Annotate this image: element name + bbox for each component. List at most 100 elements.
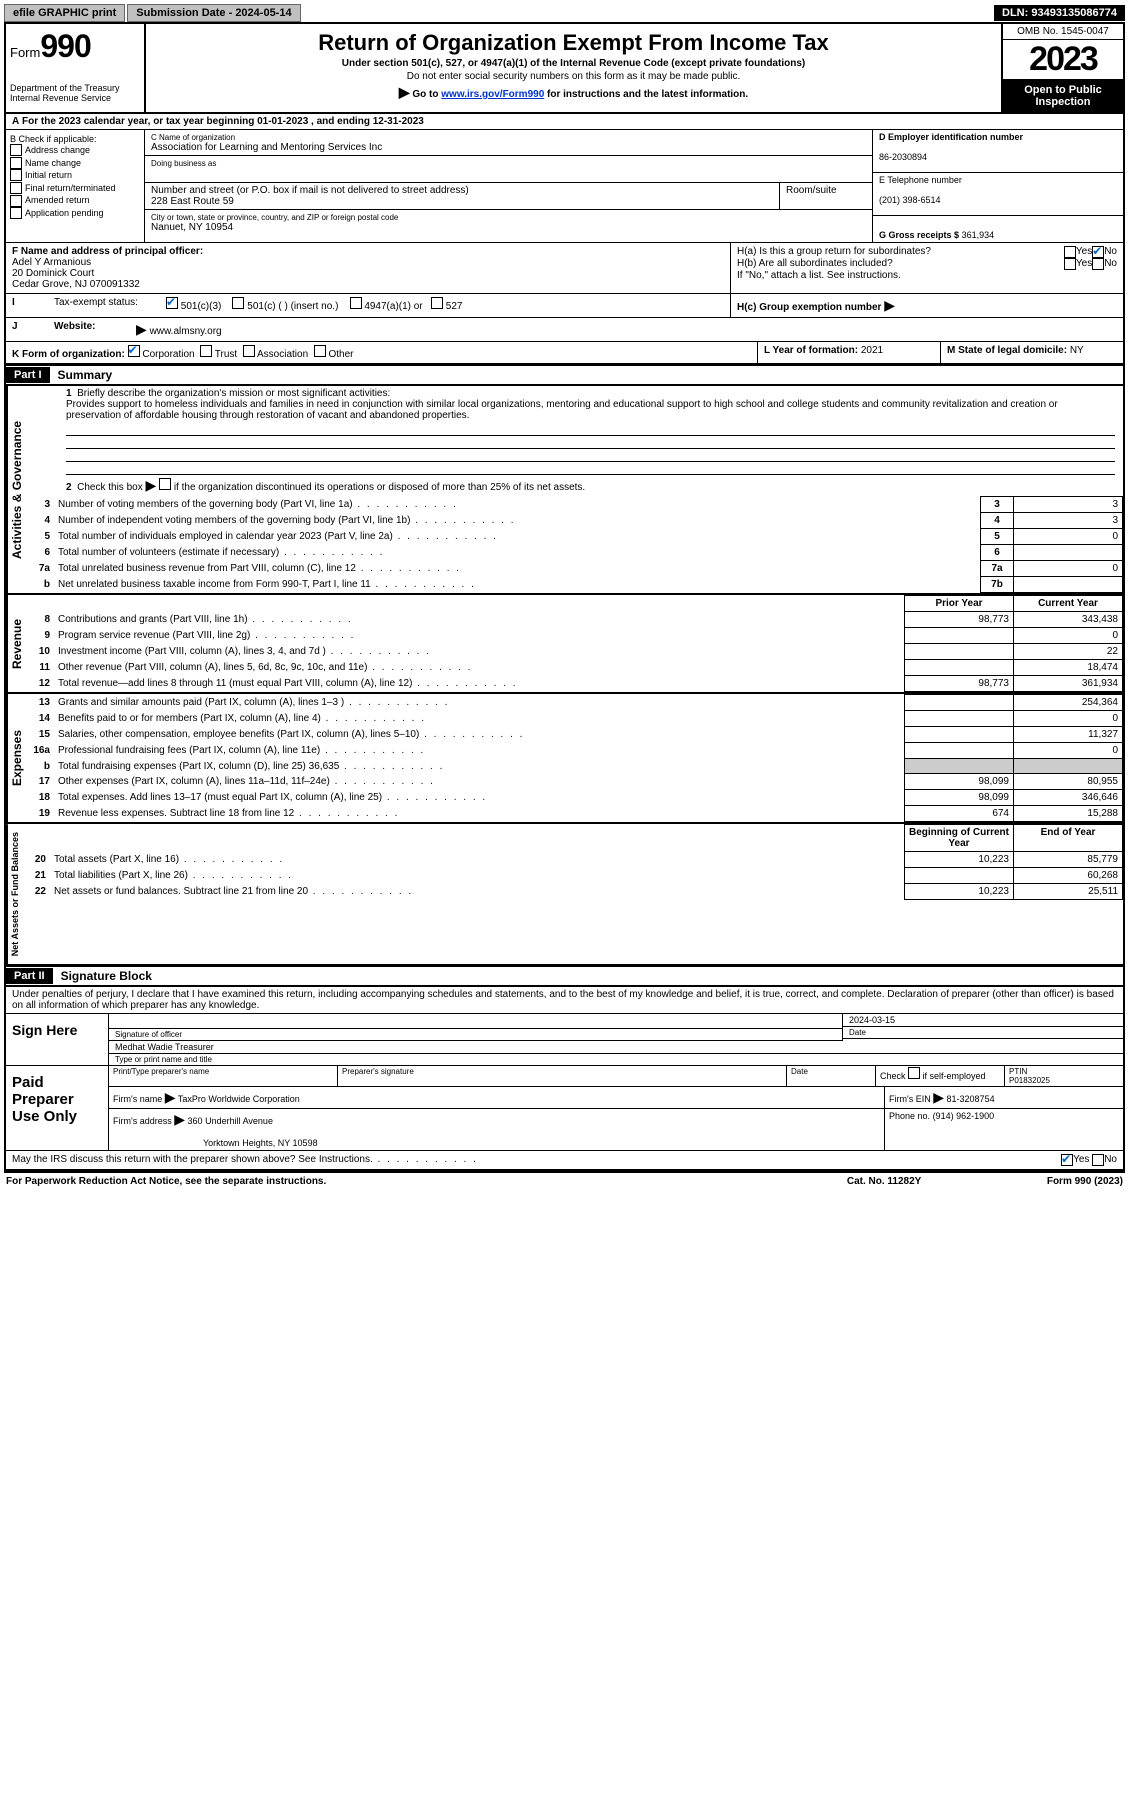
discuss-no: No: [1104, 1154, 1117, 1166]
city-label: City or town, state or province, country…: [151, 213, 398, 222]
firm-name-label: Firm's name: [113, 1094, 162, 1104]
subtitle-3: ▶ Go to www.irs.gov/Form990 for instruct…: [154, 84, 993, 101]
prep-date-label: Date: [787, 1066, 876, 1086]
part1-title: Summary: [50, 366, 121, 384]
ha-label: H(a) Is this a group return for subordin…: [737, 246, 1064, 258]
l-label: L Year of formation:: [764, 345, 858, 356]
g-label: G Gross receipts $: [879, 230, 959, 240]
phone-val: (914) 962-1900: [933, 1111, 995, 1121]
chk-address-change[interactable]: [10, 144, 22, 156]
k-label: K Form of organization:: [12, 349, 125, 360]
chk-other[interactable]: [314, 345, 326, 357]
phone-label: Phone no.: [889, 1111, 930, 1121]
addr-label: Number and street (or P.O. box if mail i…: [151, 185, 469, 196]
discuss-yes: Yes: [1073, 1154, 1089, 1166]
chk-assoc[interactable]: [243, 345, 255, 357]
website: www.almsny.org: [150, 326, 222, 337]
year-formation: 2021: [861, 345, 883, 356]
exp-vlabel: Expenses: [6, 694, 26, 822]
city-val: Nanuet, NY 10954: [151, 222, 233, 233]
officer-name-val: Medhat Wadie Treasurer: [109, 1041, 1123, 1054]
chk-discuss-no[interactable]: [1092, 1154, 1104, 1166]
ein: 86-2030894: [879, 152, 927, 162]
part1-hdr: Part I: [6, 367, 50, 383]
chk-pending[interactable]: [10, 207, 22, 219]
page-footer: For Paperwork Reduction Act Notice, see …: [4, 1173, 1125, 1190]
chk-4947[interactable]: [350, 297, 362, 309]
part2-header: Part II Signature Block: [6, 966, 1123, 987]
section-b-c-d: B Check if applicable: Address change Na…: [6, 130, 1123, 243]
chk-hb-no[interactable]: [1092, 258, 1104, 270]
m-label: M State of legal domicile:: [947, 345, 1067, 356]
firm-city: Yorktown Heights, NY 10598: [113, 1138, 318, 1148]
chk-501c[interactable]: [232, 297, 244, 309]
irs-link[interactable]: www.irs.gov/Form990: [441, 89, 544, 100]
open-public: Open to Public Inspection: [1003, 80, 1123, 112]
sign-here: Sign Here: [6, 1014, 109, 1065]
j-label: Website:: [48, 318, 130, 341]
hb-no: No: [1104, 258, 1117, 270]
chk-l2[interactable]: [159, 478, 171, 490]
chk-ha-no[interactable]: [1092, 246, 1104, 258]
chk-trust[interactable]: [200, 345, 212, 357]
hc: H(c) Group exemption number ▶: [730, 294, 1123, 317]
type-name-label: Type or print name and title: [109, 1054, 1123, 1065]
ha-no: No: [1104, 246, 1117, 258]
form-container: Form990 Department of the Treasury Inter…: [4, 22, 1125, 1173]
l1-label: Briefly describe the organization's miss…: [77, 388, 390, 399]
chk-amended[interactable]: [10, 195, 22, 207]
sig-officer-line[interactable]: [109, 1014, 842, 1029]
chk-initial[interactable]: [10, 169, 22, 181]
chk-name-change[interactable]: [10, 157, 22, 169]
dept-treasury: Department of the Treasury: [10, 83, 140, 93]
opt-527: 527: [446, 301, 463, 312]
gross-receipts: 361,934: [962, 230, 995, 240]
b-label: B Check if applicable:: [10, 134, 140, 144]
omb-number: OMB No. 1545-0047: [1003, 24, 1123, 40]
exp-section: Expenses 13Grants and similar amounts pa…: [6, 692, 1123, 822]
form-label: Form: [10, 45, 40, 60]
opt-501c: 501(c) ( ) (insert no.): [247, 301, 338, 312]
gov-vlabel: Activities & Governance: [6, 386, 26, 593]
rev-table: Prior YearCurrent Year8Contributions and…: [26, 595, 1123, 692]
domicile: NY: [1070, 345, 1084, 356]
opt-501c3: 501(c)(3): [181, 301, 222, 312]
efile-button[interactable]: efile GRAPHIC print: [4, 4, 125, 22]
subtitle-1: Under section 501(c), 527, or 4947(a)(1)…: [154, 58, 993, 69]
rev-section: Revenue Prior YearCurrent Year8Contribut…: [6, 593, 1123, 692]
opt-pending: Application pending: [25, 207, 104, 220]
f-label: F Name and address of principal officer:: [12, 246, 203, 257]
col-d: D Employer identification number86-20308…: [872, 130, 1123, 242]
form-number: 990: [40, 28, 90, 64]
c-name-label: C Name of organization: [151, 133, 235, 142]
col-b: B Check if applicable: Address change Na…: [6, 130, 145, 242]
chk-self-emp[interactable]: [908, 1067, 920, 1079]
chk-discuss-yes[interactable]: [1061, 1154, 1073, 1166]
tax-year: 2023: [1003, 40, 1123, 80]
subtitle-2: Do not enter social security numbers on …: [154, 71, 993, 82]
opt-assoc: Association: [257, 349, 308, 360]
chk-corp[interactable]: [128, 345, 140, 357]
firm-addr-val: 360 Underhill Avenue: [188, 1116, 273, 1126]
i-marker: I: [6, 294, 48, 317]
opt-trust: Trust: [215, 349, 237, 360]
chk-ha-yes[interactable]: [1064, 246, 1076, 258]
opt-corp: Corporation: [142, 349, 194, 360]
row-f-h: F Name and address of principal officer:…: [6, 243, 1123, 294]
chk-final[interactable]: [10, 182, 22, 194]
net-table: Beginning of Current YearEnd of Year20To…: [22, 824, 1123, 900]
discuss-text: May the IRS discuss this return with the…: [12, 1154, 1061, 1166]
row-i: I Tax-exempt status: 501(c)(3) 501(c) ( …: [6, 294, 1123, 318]
footer-mid: Cat. No. 11282Y: [847, 1176, 1047, 1187]
chk-501c3[interactable]: [166, 297, 178, 309]
self-emp: Check if self-employed: [876, 1066, 1005, 1086]
part1-header: Part I Summary: [6, 365, 1123, 386]
footer-right: Form 990 (2023): [1047, 1176, 1123, 1187]
chk-hb-yes[interactable]: [1064, 258, 1076, 270]
ptin-label: PTIN: [1009, 1067, 1027, 1076]
firm-name-val: TaxPro Worldwide Corporation: [178, 1094, 300, 1104]
discuss-row: May the IRS discuss this return with the…: [6, 1151, 1123, 1171]
paid-preparer-row: Paid Preparer Use Only Print/Type prepar…: [6, 1066, 1123, 1151]
chk-527[interactable]: [431, 297, 443, 309]
paid-label: Paid Preparer Use Only: [6, 1066, 109, 1150]
